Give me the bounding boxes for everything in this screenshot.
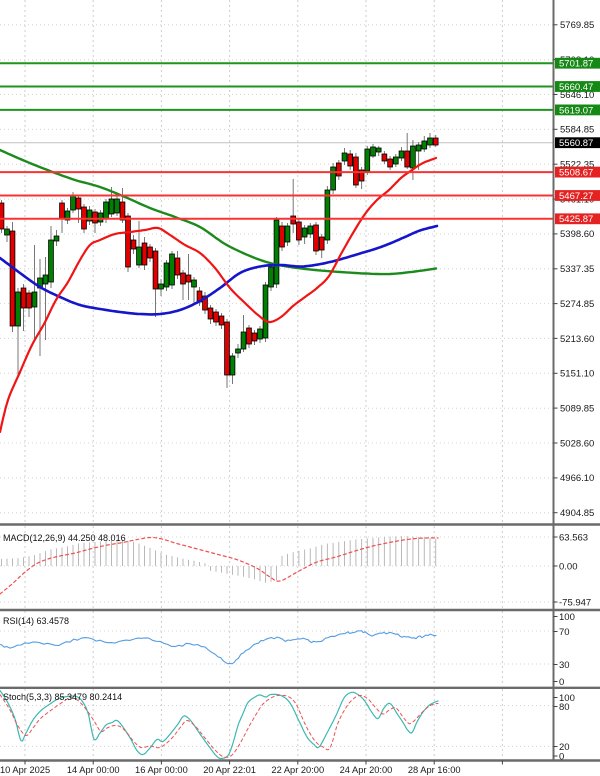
svg-text:100: 100 xyxy=(559,612,575,623)
svg-text:5522.35: 5522.35 xyxy=(560,160,594,171)
svg-text:63.563: 63.563 xyxy=(559,532,588,543)
svg-text:5028.60: 5028.60 xyxy=(560,438,594,449)
svg-text:100: 100 xyxy=(559,693,575,704)
svg-text:5508.67: 5508.67 xyxy=(559,168,593,179)
svg-text:5213.60: 5213.60 xyxy=(560,334,594,345)
svg-text:5769.85: 5769.85 xyxy=(560,20,594,31)
svg-text:5274.85: 5274.85 xyxy=(560,299,594,310)
svg-text:70: 70 xyxy=(559,627,570,638)
svg-text:5398.60: 5398.60 xyxy=(560,229,594,240)
svg-text:5560.87: 5560.87 xyxy=(559,138,593,149)
svg-text:4904.85: 4904.85 xyxy=(560,508,594,519)
svg-text:14 Apr 00:00: 14 Apr 00:00 xyxy=(67,765,120,775)
svg-text:22 Apr 20:00: 22 Apr 20:00 xyxy=(271,765,324,775)
svg-text:5337.35: 5337.35 xyxy=(560,264,594,275)
svg-text:10 Apr 2025: 10 Apr 2025 xyxy=(0,765,50,775)
svg-text:80: 80 xyxy=(559,702,570,713)
svg-text:5089.85: 5089.85 xyxy=(560,403,594,414)
svg-text:-75.947: -75.947 xyxy=(559,597,591,608)
svg-text:5425.87: 5425.87 xyxy=(559,214,593,225)
svg-text:Stoch(5,3,3) 85.3479 80.2414: Stoch(5,3,3) 85.3479 80.2414 xyxy=(3,692,122,702)
svg-text:5701.87: 5701.87 xyxy=(559,59,593,70)
svg-text:5584.85: 5584.85 xyxy=(560,125,594,136)
svg-text:28 Apr 16:00: 28 Apr 16:00 xyxy=(408,765,461,775)
svg-text:0: 0 xyxy=(559,751,564,762)
svg-text:5151.10: 5151.10 xyxy=(560,369,594,380)
svg-text:0.00: 0.00 xyxy=(559,561,578,572)
svg-text:0: 0 xyxy=(559,677,564,688)
svg-text:5660.47: 5660.47 xyxy=(559,82,593,93)
svg-text:5619.07: 5619.07 xyxy=(559,105,593,116)
svg-text:30: 30 xyxy=(559,660,570,671)
svg-text:RSI(14) 63.4578: RSI(14) 63.4578 xyxy=(3,616,69,626)
svg-text:MACD(12,26,9) 44.250 48.016: MACD(12,26,9) 44.250 48.016 xyxy=(3,533,126,543)
svg-text:24 Apr 20:00: 24 Apr 20:00 xyxy=(340,765,393,775)
svg-text:4966.10: 4966.10 xyxy=(560,473,594,484)
svg-text:20 Apr 22:01: 20 Apr 22:01 xyxy=(203,765,256,775)
svg-text:5467.27: 5467.27 xyxy=(559,191,593,202)
svg-text:20: 20 xyxy=(559,742,570,753)
svg-text:16 Apr 00:00: 16 Apr 00:00 xyxy=(135,765,188,775)
svg-text:5646.10: 5646.10 xyxy=(560,90,594,101)
